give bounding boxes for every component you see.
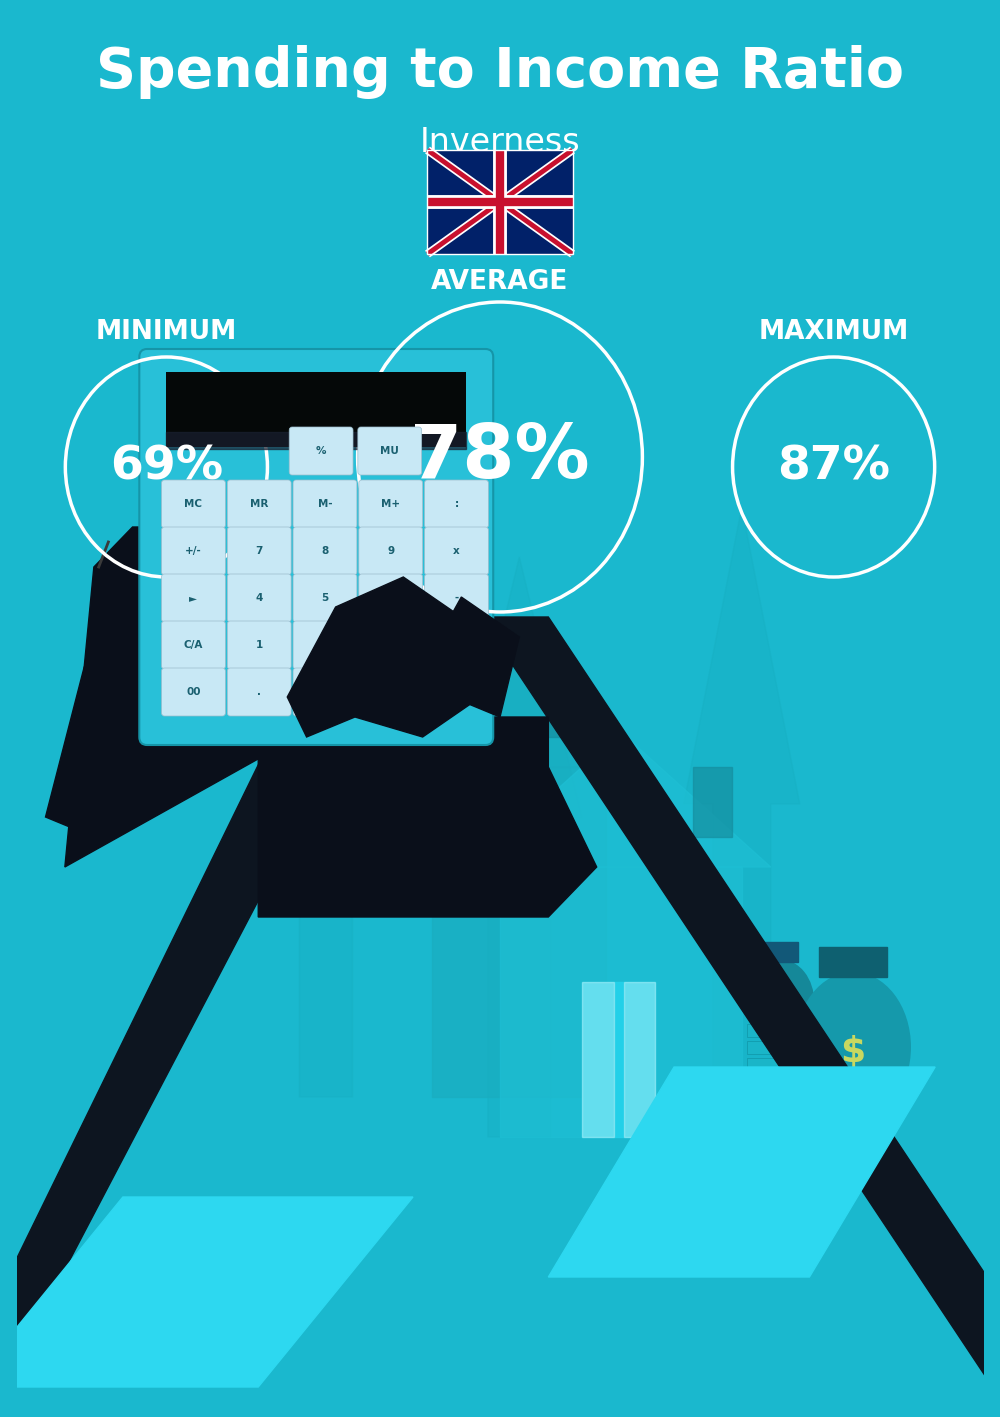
Text: $: $ — [840, 1034, 866, 1068]
Text: AVERAGE: AVERAGE — [431, 269, 569, 295]
Text: MU: MU — [380, 446, 399, 456]
Text: 3: 3 — [387, 640, 394, 650]
Text: 69%: 69% — [110, 445, 223, 489]
Text: 78%: 78% — [410, 421, 590, 493]
Text: 87%: 87% — [777, 445, 890, 489]
Bar — [166, 373, 466, 446]
Text: ►: ► — [189, 592, 197, 604]
FancyBboxPatch shape — [293, 527, 357, 575]
Polygon shape — [582, 982, 614, 1136]
Text: 7: 7 — [256, 546, 263, 555]
Polygon shape — [456, 557, 582, 1136]
Text: 6: 6 — [387, 592, 394, 604]
Bar — [747, 1110, 882, 1122]
FancyBboxPatch shape — [293, 621, 357, 669]
Bar — [427, 150, 573, 254]
Ellipse shape — [747, 959, 814, 1044]
Text: 1: 1 — [256, 640, 263, 650]
Polygon shape — [166, 432, 466, 449]
Polygon shape — [0, 1197, 413, 1387]
Polygon shape — [684, 507, 800, 1168]
Text: x: x — [453, 546, 460, 555]
Text: %: % — [316, 446, 326, 456]
Text: Spending to Income Ratio: Spending to Income Ratio — [96, 45, 904, 99]
Polygon shape — [423, 597, 519, 717]
Text: 2: 2 — [321, 640, 329, 650]
Polygon shape — [403, 648, 635, 767]
Polygon shape — [763, 942, 798, 962]
Text: 9: 9 — [387, 546, 394, 555]
FancyBboxPatch shape — [162, 667, 225, 716]
Text: Inverness: Inverness — [420, 126, 580, 159]
Bar — [747, 1076, 882, 1088]
Bar — [747, 1041, 882, 1054]
FancyBboxPatch shape — [162, 527, 225, 575]
Text: 0: 0 — [321, 687, 329, 697]
FancyBboxPatch shape — [293, 480, 357, 529]
FancyBboxPatch shape — [293, 667, 357, 716]
FancyBboxPatch shape — [227, 574, 291, 622]
FancyBboxPatch shape — [162, 621, 225, 669]
Polygon shape — [624, 982, 655, 1136]
FancyBboxPatch shape — [162, 574, 225, 622]
Polygon shape — [481, 616, 1000, 1417]
Text: MINIMUM: MINIMUM — [96, 319, 237, 344]
Polygon shape — [548, 677, 582, 737]
Polygon shape — [819, 947, 887, 976]
FancyBboxPatch shape — [227, 667, 291, 716]
Polygon shape — [65, 527, 452, 867]
Polygon shape — [582, 982, 655, 1136]
Polygon shape — [46, 616, 210, 837]
Bar — [747, 1024, 882, 1037]
FancyBboxPatch shape — [425, 527, 488, 575]
Text: MR: MR — [250, 499, 268, 509]
FancyBboxPatch shape — [227, 621, 291, 669]
Polygon shape — [548, 1067, 935, 1277]
FancyBboxPatch shape — [227, 480, 291, 529]
Text: M-: M- — [318, 499, 332, 509]
FancyBboxPatch shape — [162, 480, 225, 529]
Bar — [747, 1058, 882, 1071]
Text: C/A: C/A — [184, 640, 203, 650]
Text: -: - — [454, 592, 459, 604]
Polygon shape — [693, 767, 732, 837]
Text: 5: 5 — [321, 592, 329, 604]
FancyBboxPatch shape — [359, 480, 423, 529]
Text: $: $ — [774, 998, 787, 1016]
FancyBboxPatch shape — [139, 349, 493, 745]
FancyBboxPatch shape — [425, 574, 488, 622]
FancyBboxPatch shape — [425, 480, 488, 529]
Polygon shape — [258, 717, 597, 917]
Text: 4: 4 — [256, 592, 263, 604]
Ellipse shape — [795, 972, 911, 1122]
Text: .: . — [257, 687, 261, 697]
FancyBboxPatch shape — [227, 527, 291, 575]
Bar — [427, 150, 573, 254]
Text: 8: 8 — [321, 546, 329, 555]
Text: 00: 00 — [186, 687, 201, 697]
Text: M+: M+ — [381, 499, 400, 509]
Polygon shape — [287, 577, 481, 737]
FancyBboxPatch shape — [293, 574, 357, 622]
Text: :: : — [454, 499, 459, 509]
FancyBboxPatch shape — [289, 427, 353, 475]
Polygon shape — [471, 733, 771, 867]
Polygon shape — [0, 587, 423, 1417]
Bar — [747, 1093, 882, 1105]
FancyBboxPatch shape — [358, 427, 422, 475]
FancyBboxPatch shape — [359, 621, 423, 669]
Text: MAXIMUM: MAXIMUM — [758, 319, 909, 344]
FancyBboxPatch shape — [359, 527, 423, 575]
Polygon shape — [432, 767, 606, 1097]
Polygon shape — [500, 867, 742, 1136]
Text: +/-: +/- — [185, 546, 202, 555]
Text: MC: MC — [184, 499, 202, 509]
Polygon shape — [273, 638, 379, 1097]
FancyBboxPatch shape — [359, 574, 423, 622]
